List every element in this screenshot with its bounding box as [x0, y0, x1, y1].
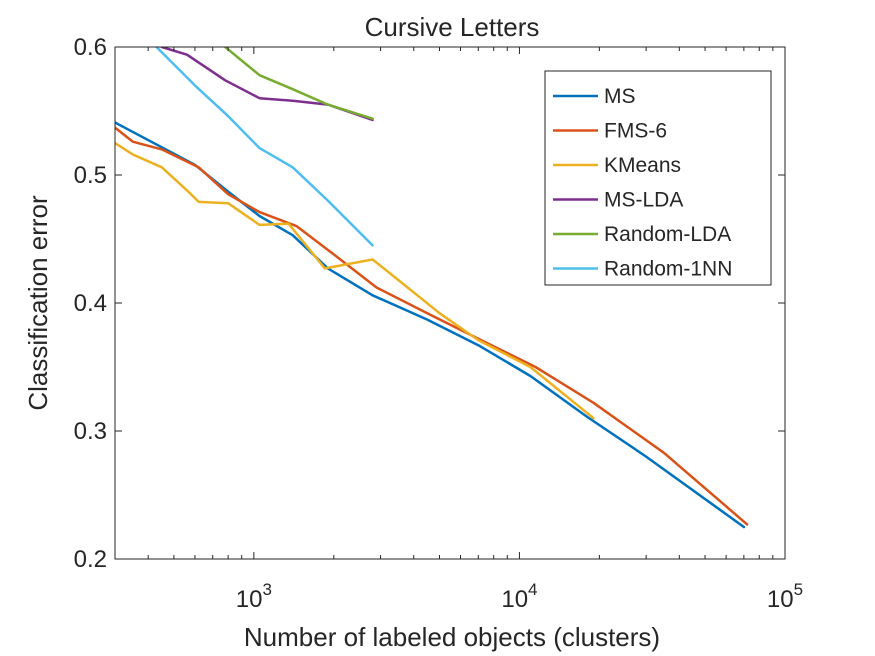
legend-label-kmeans: KMeans [604, 154, 681, 177]
series-line-random-1nn [155, 47, 374, 247]
y-tick-label: 0.4 [74, 290, 107, 317]
series-line-fms-6 [115, 126, 749, 526]
y-tick-label: 0.2 [74, 546, 107, 573]
series-line-ms [115, 121, 746, 529]
legend-label-fms-6: FMS-6 [604, 120, 667, 143]
x-tick-label: 103 [236, 580, 272, 613]
x-tick-label: 105 [767, 580, 803, 613]
y-tick-label: 0.6 [74, 34, 107, 61]
legend-box [544, 70, 772, 286]
series-line-kmeans [115, 141, 595, 420]
x-axis-label: Number of labeled objects (clusters) [244, 622, 660, 652]
legend-label-ms-lda: MS-LDA [604, 189, 683, 212]
legend: MS FMS-6 KMeans MS-LDA Random-LDA Random-1NN [544, 70, 772, 286]
legend-label-ms: MS [604, 85, 636, 108]
y-tick-label: 0.3 [74, 418, 107, 445]
y-tick-label: 0.5 [74, 162, 107, 189]
series-layer [115, 47, 749, 529]
legend-label-random-1nn: Random-1NN [604, 258, 732, 281]
x-tick-label: 104 [501, 580, 537, 613]
series-line-random-lda [223, 47, 374, 120]
chart-title: Cursive Letters [365, 12, 540, 42]
ticks-layer: 0.2 0.3 0.4 0.5 0.6 103 104 105 [74, 34, 803, 613]
legend-label-random-lda: Random-LDA [604, 223, 731, 246]
y-axis-label: Classification error [23, 195, 53, 411]
